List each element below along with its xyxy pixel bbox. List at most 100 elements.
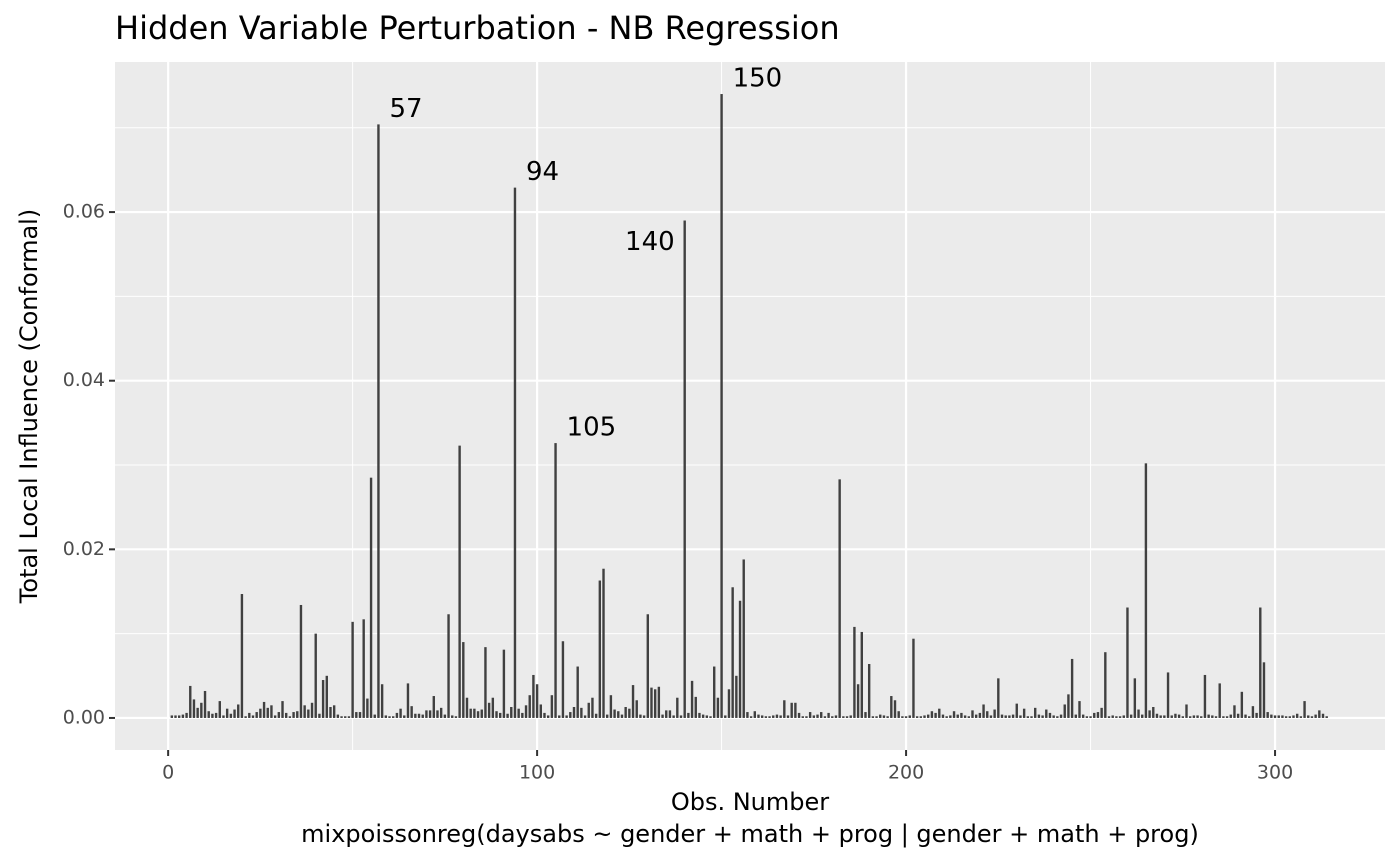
- bar: [1034, 707, 1037, 718]
- bar: [606, 714, 609, 718]
- bar: [1222, 716, 1225, 718]
- bar: [569, 712, 572, 718]
- bar: [624, 707, 627, 718]
- bar: [997, 678, 1000, 718]
- bar: [934, 712, 937, 718]
- bar: [886, 716, 889, 718]
- bar: [631, 685, 635, 718]
- bar: [1067, 694, 1070, 718]
- bar: [613, 709, 616, 718]
- bar: [676, 697, 679, 718]
- bar: [521, 712, 524, 718]
- bar: [871, 716, 875, 718]
- bar: [993, 709, 996, 718]
- bar: [1307, 715, 1310, 718]
- bar: [853, 626, 856, 718]
- bar: [709, 716, 712, 718]
- bar: [554, 443, 557, 718]
- annotation: 94: [526, 157, 559, 187]
- bar: [1118, 716, 1122, 718]
- bar: [1266, 712, 1269, 718]
- bar: [823, 716, 827, 718]
- bar: [757, 714, 760, 718]
- bar: [753, 711, 756, 718]
- bar: [1115, 716, 1118, 718]
- bar: [890, 696, 893, 718]
- bar: [580, 707, 583, 718]
- bar: [462, 642, 465, 718]
- bar: [1262, 662, 1266, 718]
- bar: [653, 689, 657, 718]
- bar: [1236, 713, 1240, 718]
- bar: [273, 715, 277, 718]
- bar: [495, 711, 498, 718]
- bar: [1089, 716, 1092, 718]
- bar: [827, 712, 830, 718]
- bar: [222, 715, 225, 718]
- bar: [307, 709, 310, 718]
- bar: [1163, 715, 1166, 718]
- bar: [174, 715, 177, 718]
- bar: [178, 715, 181, 718]
- bar: [904, 716, 908, 718]
- bar: [1155, 713, 1159, 718]
- bar: [749, 716, 753, 718]
- bar: [727, 689, 731, 718]
- bar: [963, 715, 967, 718]
- bar: [200, 702, 203, 718]
- bar: [1299, 716, 1303, 718]
- bar: [410, 706, 413, 718]
- bar: [1041, 715, 1044, 718]
- bar: [558, 715, 561, 718]
- bar: [366, 698, 369, 718]
- bar: [532, 674, 535, 718]
- bar: [1255, 712, 1258, 718]
- bar: [679, 715, 683, 718]
- bar: [1200, 716, 1203, 718]
- bar: [1314, 714, 1317, 718]
- bar: [576, 666, 579, 718]
- bar: [1096, 712, 1100, 718]
- bar: [358, 712, 362, 718]
- panel: [115, 62, 1385, 750]
- bar: [465, 697, 469, 718]
- bar: [908, 715, 911, 718]
- bar: [1270, 714, 1273, 718]
- bar: [628, 708, 631, 718]
- bar: [237, 704, 240, 718]
- bar: [901, 716, 904, 718]
- bar: [779, 715, 782, 718]
- bar: [277, 712, 281, 718]
- bar: [1207, 714, 1210, 718]
- y-tick-label: 0.00: [63, 706, 105, 728]
- bar: [484, 647, 487, 718]
- bar: [856, 684, 860, 718]
- bar: [439, 707, 443, 718]
- bar: [1240, 691, 1244, 718]
- bar: [377, 124, 380, 718]
- bar: [1048, 712, 1052, 718]
- bar: [332, 705, 336, 718]
- bar: [1321, 713, 1325, 718]
- bar: [668, 710, 672, 718]
- bar: [218, 701, 221, 718]
- bar: [772, 715, 775, 718]
- bar: [1192, 715, 1196, 718]
- bar: [1211, 715, 1214, 718]
- bar: [1045, 709, 1048, 718]
- bar: [1129, 714, 1133, 718]
- bar: [927, 714, 930, 718]
- bar: [635, 700, 638, 718]
- bar: [974, 714, 978, 718]
- bar: [1126, 607, 1129, 718]
- bar: [251, 715, 255, 718]
- bar: [421, 714, 424, 718]
- bar: [971, 710, 974, 718]
- bar: [930, 711, 934, 718]
- bar: [288, 716, 292, 718]
- bar: [473, 708, 476, 718]
- bar: [1203, 674, 1207, 718]
- bar: [351, 621, 354, 718]
- bar: [248, 712, 251, 718]
- bar: [469, 708, 472, 718]
